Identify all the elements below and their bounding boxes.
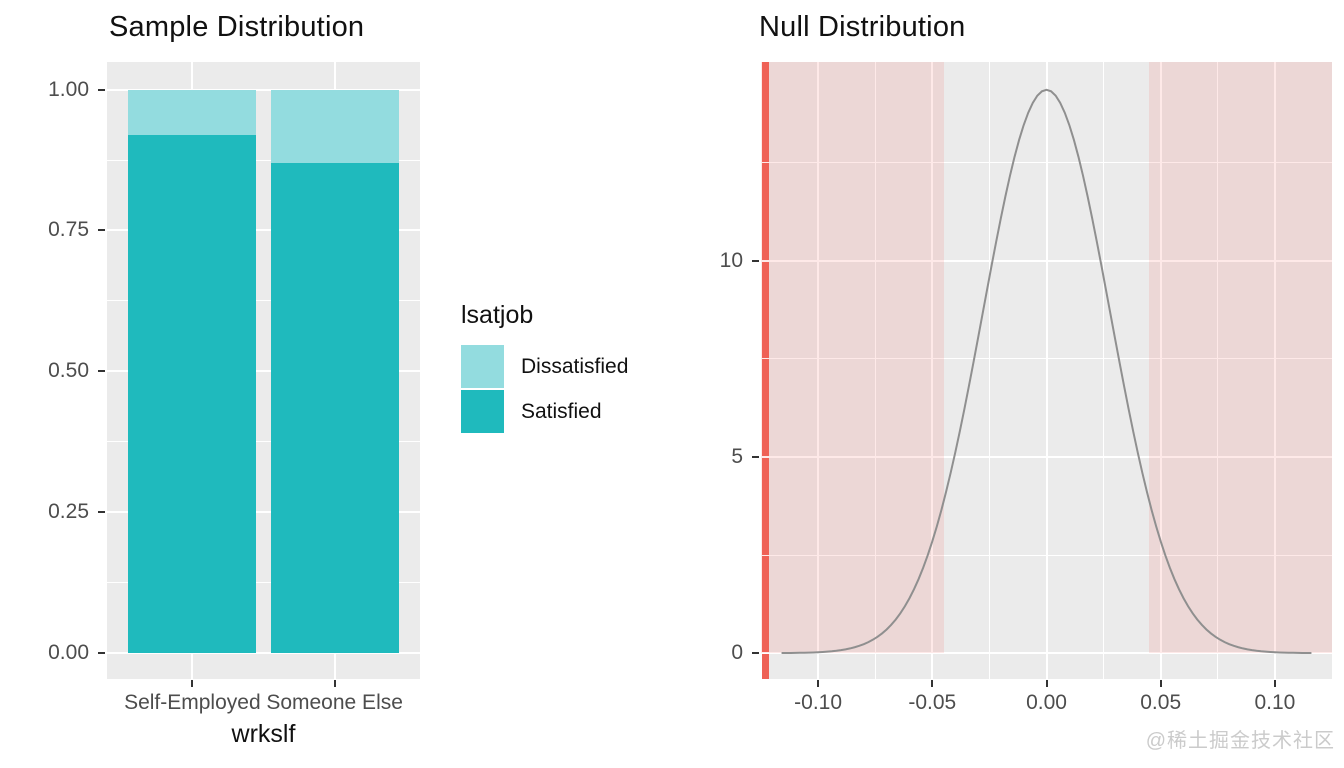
y-tick-label: 1.00 (48, 77, 89, 101)
null-density-curve (781, 88, 1312, 655)
x-tick-mark (1045, 680, 1048, 687)
y-tick-label: 5 (731, 444, 743, 468)
watermark: @稀土掘金技术社区 (1145, 730, 1335, 752)
null-distribution-panel (761, 62, 1332, 679)
x-tick-label: 0.05 (1140, 691, 1182, 714)
legend-key-swatch (461, 390, 504, 433)
legend-item-label: Satisfied (521, 399, 602, 423)
rejection-region (761, 62, 944, 654)
gridline-minor-y (761, 162, 1332, 164)
x-tick-label: Self-Employed (124, 691, 261, 714)
y-tick-mark (98, 511, 105, 514)
legend-items: Dissatisfied Satisfied (461, 345, 628, 433)
x-tick-mark (191, 680, 194, 687)
bar-segment-satisfied-self-employed (128, 134, 257, 654)
legend: lsatjob Dissatisfied Satisfied (461, 301, 628, 435)
x-tick-label: Someone Else (266, 691, 403, 714)
y-tick-mark (98, 370, 105, 373)
observed-statistic-line (761, 62, 769, 679)
legend-item-dissatisfied: Dissatisfied (461, 345, 628, 388)
gridline-major-y (107, 88, 420, 91)
gridline-major-x (1045, 62, 1048, 679)
x-axis-title: wrkslf (231, 720, 296, 748)
density-curve-path (781, 88, 1312, 655)
x-tick-mark (1159, 680, 1162, 687)
null-distribution-title: Null Distribution (759, 11, 966, 43)
gridline-minor-y (761, 358, 1332, 360)
gridline-major-x (1273, 62, 1276, 679)
y-tick-mark (98, 88, 105, 91)
y-tick-label: 0.25 (48, 500, 89, 524)
y-tick-mark (752, 259, 759, 262)
gridline-major-x (817, 62, 820, 679)
gridline-minor-x (761, 62, 762, 679)
gridline-minor-y (107, 159, 420, 161)
y-tick-label: 0.75 (48, 218, 89, 242)
gridline-minor-x (1331, 62, 1332, 679)
sample-distribution-panel (107, 62, 420, 679)
y-tick-label: 0.00 (48, 641, 89, 665)
rejection-region (1149, 62, 1332, 654)
gridline-major-y (107, 229, 420, 232)
x-tick-label: 0.00 (1026, 691, 1067, 714)
gridline-minor-x (874, 62, 876, 679)
legend-item-label: Dissatisfied (521, 354, 629, 378)
y-tick-label: 10 (719, 248, 743, 272)
gridline-major-y (107, 511, 420, 514)
gridline-major-x (1159, 62, 1162, 679)
y-tick-label: 0 (731, 641, 743, 665)
legend-item-satisfied: Satisfied (461, 390, 628, 433)
bar-segment-dissatisfied-self-employed (128, 89, 257, 135)
gridline-minor-y (107, 441, 420, 443)
legend-key-swatch (461, 345, 504, 388)
sample-distribution-title: Sample Distribution (109, 11, 365, 43)
gridline-major-y (107, 652, 420, 655)
gridline-minor-x (1103, 62, 1105, 679)
gridline-major-x (931, 62, 934, 679)
gridline-minor-y (107, 582, 420, 584)
x-tick-mark (817, 680, 820, 687)
bar-segment-satisfied-someone-else (270, 162, 399, 654)
y-tick-mark (98, 652, 105, 655)
gridline-minor-y (107, 300, 420, 302)
x-tick-label: 0.10 (1254, 691, 1296, 714)
bar-segment-dissatisfied-someone-else (270, 89, 399, 163)
x-tick-label: -0.10 (794, 691, 843, 714)
y-tick-mark (752, 652, 759, 655)
x-tick-label: -0.05 (908, 691, 957, 714)
gridline-major-y (761, 259, 1332, 262)
y-tick-mark (752, 455, 759, 458)
gridline-minor-y (761, 554, 1332, 556)
gridline-major-y (761, 455, 1332, 458)
x-tick-mark (333, 680, 336, 687)
x-tick-mark (1273, 680, 1276, 687)
y-tick-mark (98, 229, 105, 232)
x-tick-mark (931, 680, 934, 687)
legend-title: lsatjob (461, 301, 534, 329)
gridline-minor-x (1217, 62, 1219, 679)
gridline-major-y (107, 370, 420, 373)
gridline-major-y (761, 652, 1332, 655)
gridline-minor-x (988, 62, 990, 679)
y-tick-label: 0.50 (48, 359, 89, 383)
